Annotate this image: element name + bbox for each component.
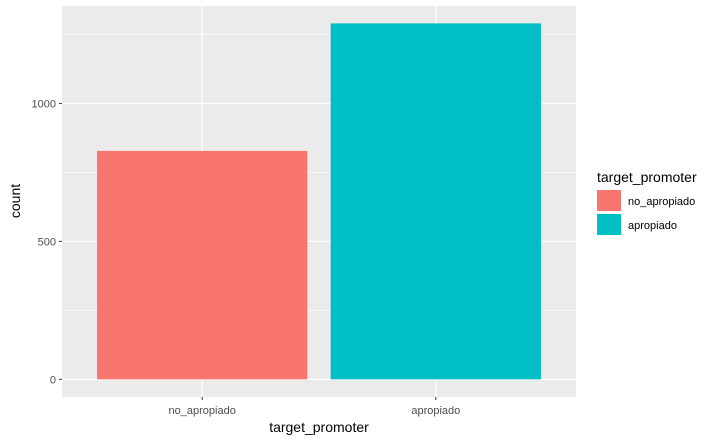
y-tick-label: 0 [50, 374, 56, 386]
legend: target_promoter no_apropiado apropiado [597, 169, 697, 235]
x-tick-label: apropiado [411, 405, 460, 417]
y-tick-label: 1000 [32, 98, 56, 110]
bars [97, 23, 541, 380]
legend-key-apropiado [597, 214, 621, 235]
bar-apropiado [330, 23, 541, 380]
legend-title: target_promoter [597, 169, 697, 185]
y-axis: 0 500 1000 [32, 98, 62, 386]
x-axis-title: target_promoter [269, 419, 369, 435]
bar-no_apropiado [97, 150, 308, 380]
legend-label: no_apropiado [628, 196, 695, 208]
x-tick-label: no_apropiado [169, 405, 236, 417]
legend-label: apropiado [628, 220, 677, 232]
legend-key-no_apropiado [597, 190, 621, 211]
x-axis: no_apropiado apropiado [169, 397, 460, 417]
y-axis-title: count [7, 184, 23, 218]
y-tick-label: 500 [38, 236, 56, 248]
